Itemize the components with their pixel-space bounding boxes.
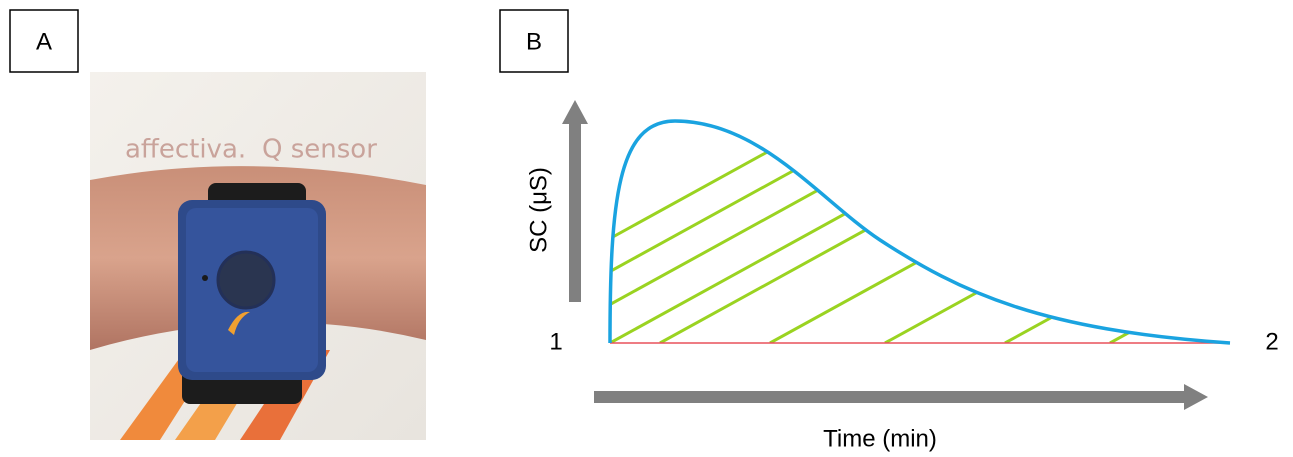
sc-curve — [610, 121, 1230, 343]
figure: A affectiva. Q sensor B SC (μS) — [0, 0, 1293, 457]
product-text: Q sensor — [262, 135, 377, 165]
y-axis-label: SC (μS) — [525, 167, 552, 253]
brand-text: affectiva. — [125, 135, 246, 165]
y-arrow — [562, 100, 588, 302]
end-label: 2 — [1265, 328, 1278, 355]
start-label: 1 — [549, 328, 562, 355]
x-axis-label: Time (min) — [823, 425, 937, 452]
panel-label: A — [36, 28, 52, 55]
photo: affectiva. Q sensor — [90, 72, 426, 440]
panel-label: B — [526, 28, 542, 55]
x-arrow — [594, 384, 1208, 410]
